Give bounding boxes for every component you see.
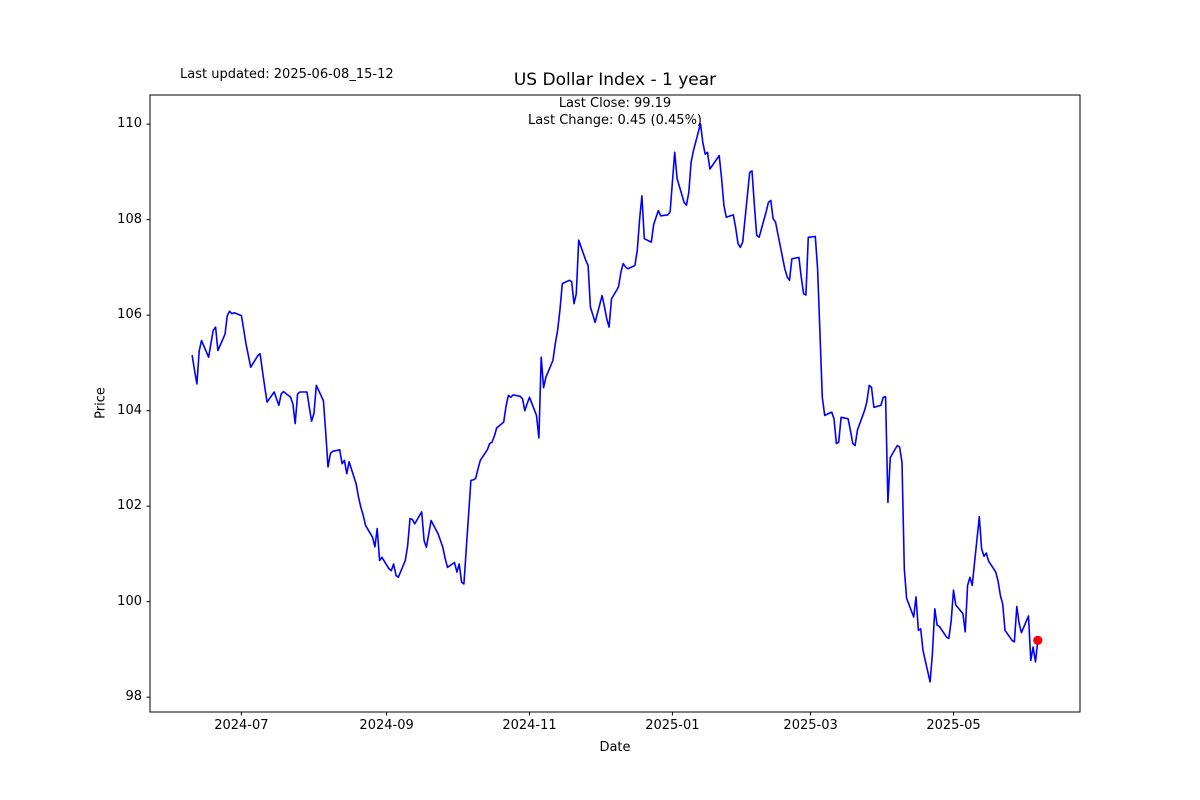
x-tick-label: 2024-07 (214, 718, 269, 733)
subtitle-last-close: Last Close: 99.19 (558, 96, 672, 111)
subtitle-last-change: Last Change: 0.45 (0.45%) (527, 112, 702, 128)
x-tick-label: 2025-01 (645, 718, 700, 733)
y-tick-label: 100 (117, 593, 142, 609)
y-tick-label: 104 (117, 402, 142, 418)
x-tick-label: 2025-05 (926, 718, 981, 733)
axes-spines (149, 94, 1081, 713)
price-line (191, 122, 1039, 683)
chart-title: US Dollar Index - 1 year (513, 70, 717, 90)
y-tick-label: 106 (117, 307, 142, 323)
x-tick-label: 2024-09 (359, 718, 414, 733)
x-tick-label: 2024-11 (502, 718, 557, 733)
last-updated-annotation: Last updated: 2025-06-08_15-12 (180, 67, 394, 82)
y-tick-label: 102 (117, 498, 142, 514)
y-tick-label: 108 (117, 211, 142, 227)
y-tick-label: 98 (125, 689, 142, 705)
x-axis-label: Date (599, 740, 631, 755)
x-tick-label: 2025-03 (783, 718, 838, 733)
last-close-marker (1033, 635, 1043, 646)
y-tick-label: 110 (117, 116, 142, 132)
subtitle: Last Close: 99.19 Last Change: 0.45 (0.4… (150, 96, 1080, 129)
